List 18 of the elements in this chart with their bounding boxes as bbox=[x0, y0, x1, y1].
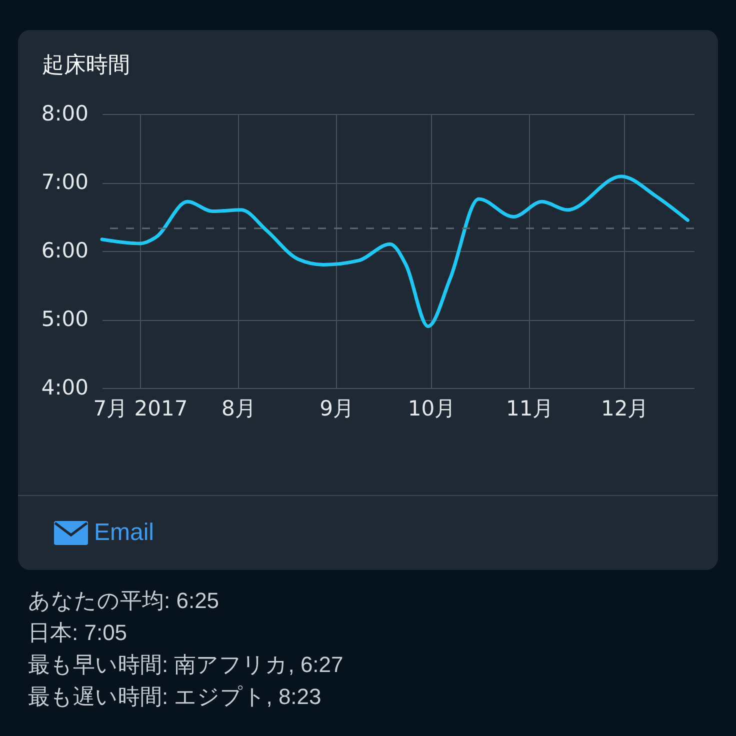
x-tick-label: 12月 bbox=[600, 396, 649, 420]
y-tick-label: 6:00 bbox=[41, 238, 88, 262]
chart-title: 起床時間 bbox=[42, 53, 130, 78]
text: 最も早い時間: 南アフリカ, 6:27 bbox=[28, 651, 344, 679]
line-series bbox=[100, 174, 690, 328]
x-tick-label: 10月 bbox=[408, 396, 456, 420]
y-tick-label: 8:00 bbox=[41, 102, 88, 126]
y-tick-label: 7:00 bbox=[41, 170, 88, 194]
y-tick-label: 4:00 bbox=[41, 376, 88, 400]
x-tick-label: 8月 bbox=[221, 396, 256, 420]
x-tick-label: 9月 bbox=[320, 396, 354, 420]
text: あなたの平均: 6:25 bbox=[28, 587, 220, 615]
text: 日本: 7:05 bbox=[28, 619, 128, 647]
y-tick-label: 5:00 bbox=[41, 307, 88, 331]
x-tick-label: 11月 bbox=[506, 396, 554, 420]
text: Email bbox=[94, 519, 154, 547]
x-tick-label: 7月 2017 bbox=[93, 396, 188, 420]
text: 最も遅い時間: エジプト, 8:23 bbox=[28, 683, 322, 711]
